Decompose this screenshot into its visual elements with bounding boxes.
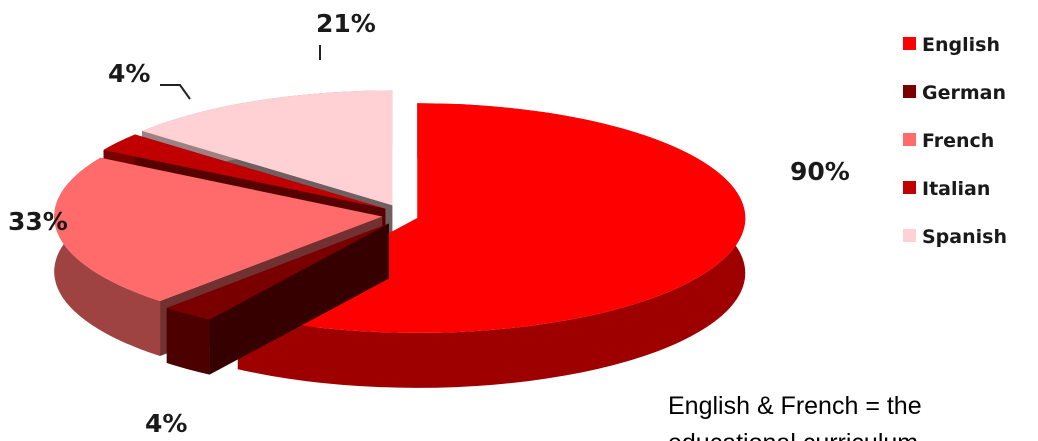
caption-line-1: English & French = the (668, 392, 922, 420)
pie-slice-spanish (142, 90, 393, 206)
data-label-spanish: 21% (316, 9, 376, 38)
data-label-french: 33% (8, 207, 68, 236)
legend: English German French Italian Spanish (903, 34, 1007, 248)
data-label-italian: 4% (108, 59, 150, 88)
legend-label-french: French (922, 130, 994, 152)
pie-slice-german (166, 223, 389, 320)
legend-swatch-german (903, 85, 916, 98)
data-label-english: 90% (790, 157, 850, 186)
pie-slices (54, 90, 746, 388)
legend-swatch-spanish (903, 229, 916, 242)
pie-slice-side-german-1 (166, 223, 389, 363)
data-label-german: 4% (145, 409, 187, 438)
leader-line-italian (160, 84, 191, 100)
caption-line-2: educational curriculum (668, 429, 918, 441)
caption-text: English & French = the educational curri… (668, 388, 1038, 441)
legend-swatch-french (903, 133, 916, 146)
legend-label-italian: Italian (922, 178, 990, 200)
pie-slice-edge-german (166, 307, 210, 375)
legend-label-german: German (922, 82, 1006, 104)
legend-label-english: English (922, 34, 1000, 56)
pie-slice-italian (103, 134, 386, 209)
pie-slice-french (54, 157, 383, 302)
legend-label-spanish: Spanish (922, 226, 1007, 248)
legend-swatch-english (903, 37, 916, 50)
legend-swatch-italian (903, 181, 916, 194)
